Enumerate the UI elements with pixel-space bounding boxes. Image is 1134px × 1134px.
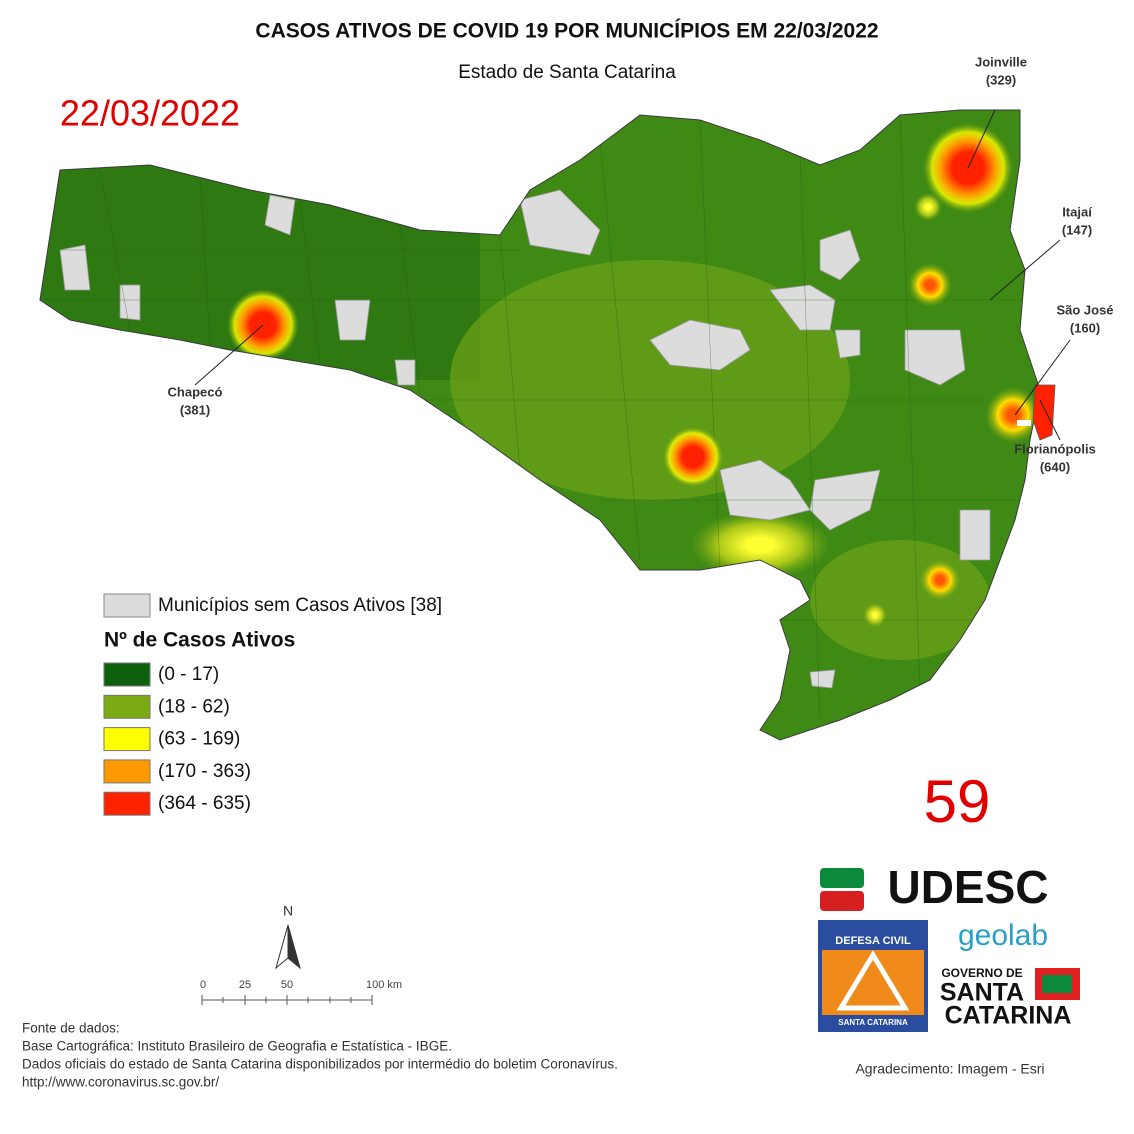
logo-udesc: UDESC	[820, 861, 1049, 913]
city-cases: (640)	[1040, 459, 1070, 474]
legend-label: (18 - 62)	[158, 696, 230, 717]
legend-label: (0 - 17)	[158, 664, 219, 685]
city-cases: (147)	[1062, 222, 1092, 237]
logo-governo: GOVERNO DE SANTA CATARINA	[940, 966, 1080, 1030]
date: 22/03/2022	[60, 93, 240, 134]
legend-no-cases: Municípios sem Casos Ativos [38]	[158, 595, 442, 616]
legend-swatch	[103, 759, 151, 784]
source-line: Dados oficiais do estado de Santa Catari…	[22, 1057, 618, 1072]
title: CASOS ATIVOS DE COVID 19 POR MUNICÍPIOS …	[255, 20, 878, 43]
city-cases: (381)	[180, 402, 210, 417]
state-line2: CATARINA	[945, 1002, 1072, 1030]
legend-label: (63 - 169)	[158, 729, 240, 750]
source-line: Fonte de dados:	[22, 1021, 120, 1036]
legend-swatch	[103, 694, 151, 719]
udesc: UDESC	[887, 861, 1048, 913]
city-name: Joinville	[975, 54, 1027, 69]
island	[1032, 384, 1056, 441]
city-labels: Joinville (329) Itajaí (147) São José (160) Ch…	[168, 54, 1114, 474]
swatch-no-cases	[103, 593, 151, 618]
defesa-civil: DEFESA CIVIL	[835, 935, 911, 947]
legend: Municípios sem Casos Ativos [38] Nº de C…	[103, 593, 442, 816]
leader-lines	[194, 109, 1071, 441]
state-line1: SANTA	[940, 979, 1024, 1007]
governo: GOVERNO DE	[941, 966, 1022, 980]
city-cases: (160)	[1070, 320, 1100, 335]
source-line: http://www.coronavirus.sc.gov.br/	[22, 1075, 219, 1090]
legend-label: (170 - 363)	[158, 761, 251, 782]
scale-tick: 100 km	[366, 979, 402, 991]
defesa-sub: SANTA CATARINA	[838, 1018, 908, 1027]
city-name: Itajaí	[1062, 204, 1092, 219]
credit: Agradecimento: Imagem - Esri	[855, 1061, 1044, 1077]
city-cases: (329)	[986, 72, 1016, 87]
legend-label: (364 - 635)	[158, 793, 251, 814]
subtitle: Estado de Santa Catarina	[458, 62, 676, 83]
north-label: N	[283, 903, 293, 919]
scale-bar	[201, 995, 373, 1005]
geolab: geolab	[958, 919, 1048, 952]
city-name: Florianópolis	[1014, 441, 1096, 456]
scale-tick: 0	[200, 979, 206, 991]
legend-swatch	[103, 662, 151, 687]
source-line: Base Cartográfica: Instituto Brasileiro …	[22, 1039, 452, 1054]
legend-title: Nº de Casos Ativos	[104, 629, 295, 652]
counter: 59	[924, 768, 991, 835]
legend-swatch	[103, 727, 151, 752]
north-arrow: N	[275, 903, 301, 970]
scale-tick: 25	[239, 979, 251, 991]
scale-tick: 50	[281, 979, 293, 991]
city-name: Chapecó	[168, 384, 223, 399]
city-name: São José	[1056, 302, 1113, 317]
legend-swatch	[103, 791, 151, 816]
source: Fonte de dados: Base Cartográfica: Instit…	[22, 1021, 618, 1090]
logo-defesa-civil: DEFESA CIVIL SANTA CATARINA	[818, 920, 928, 1032]
scale-labels: 0 25 50 100 km	[200, 979, 402, 991]
